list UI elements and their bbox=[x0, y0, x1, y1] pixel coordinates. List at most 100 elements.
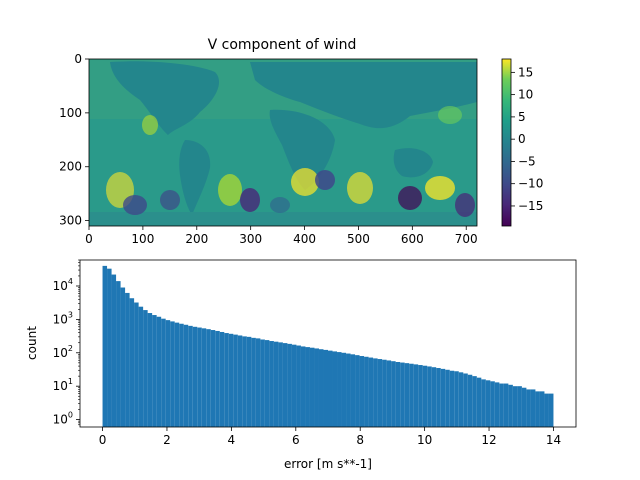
histogram-bar bbox=[427, 366, 432, 427]
histogram-bar bbox=[224, 333, 229, 427]
histogram-bar bbox=[422, 365, 428, 427]
histogram-x-tick-label: 10 bbox=[417, 433, 432, 447]
histogram-bar bbox=[287, 343, 292, 427]
heatmap-eddy bbox=[315, 170, 335, 190]
histogram-bar bbox=[548, 393, 554, 427]
histogram-y-tick-label: 100 bbox=[53, 411, 73, 427]
histogram-bar bbox=[530, 389, 536, 427]
heatmap-eddy bbox=[291, 168, 319, 196]
histogram-y-ticks: 100 101 102 103 104 bbox=[53, 259, 80, 427]
histogram-bar bbox=[526, 389, 531, 427]
histogram-bar bbox=[494, 382, 500, 427]
histogram-bar bbox=[463, 373, 468, 427]
histogram-bar bbox=[400, 362, 405, 427]
histogram-bar bbox=[260, 339, 265, 427]
heatmap-x-tick-label: 300 bbox=[239, 232, 262, 246]
histogram-bar bbox=[449, 370, 455, 427]
histogram-bar bbox=[242, 336, 247, 427]
histogram-bar bbox=[544, 393, 549, 427]
histogram-bar bbox=[129, 298, 135, 427]
histogram-bar bbox=[278, 342, 283, 427]
colorbar-tick-label: 10 bbox=[518, 88, 533, 102]
histogram-bar bbox=[206, 329, 211, 427]
heatmap-eddy bbox=[123, 195, 147, 215]
heatmap-land-south-america bbox=[179, 140, 211, 215]
histogram-bar bbox=[152, 315, 157, 427]
heatmap-x-ticks: 0 100 200 300 400 500 600 700 bbox=[85, 226, 478, 246]
heatmap-eddy bbox=[270, 197, 290, 213]
histogram-bar bbox=[314, 348, 319, 427]
histogram-bar bbox=[440, 368, 446, 427]
histogram-bar bbox=[445, 369, 450, 427]
heatmap-x-tick-label: 200 bbox=[185, 232, 208, 246]
colorbar-tick-label: 0 bbox=[518, 132, 526, 146]
histogram-bar bbox=[111, 274, 117, 427]
heatmap-y-tick-label: 300 bbox=[59, 214, 82, 228]
histogram-bar bbox=[179, 323, 184, 427]
histogram-bar bbox=[174, 322, 180, 427]
histogram-bar bbox=[476, 377, 482, 427]
histogram-bar bbox=[228, 333, 234, 427]
histogram-bar bbox=[350, 354, 356, 427]
histogram-bar bbox=[305, 347, 310, 427]
histogram-bar bbox=[201, 328, 207, 427]
histogram-bar bbox=[517, 386, 522, 427]
histogram-bar bbox=[318, 349, 324, 427]
histogram-bar bbox=[431, 367, 437, 427]
histogram-bar bbox=[183, 324, 189, 427]
heatmap-eddy bbox=[398, 186, 422, 210]
histogram-bar bbox=[436, 368, 441, 427]
heatmap-eddy bbox=[455, 193, 475, 217]
heatmap-y-tick-label: 200 bbox=[59, 160, 82, 174]
histogram-y-tick-label: 102 bbox=[53, 344, 73, 360]
histogram-bar bbox=[503, 383, 509, 427]
histogram-bar bbox=[138, 306, 144, 427]
colorbar-tick-label: 15 bbox=[518, 65, 533, 79]
histogram-bar bbox=[237, 335, 243, 427]
histogram-bar bbox=[309, 347, 315, 427]
histogram-bar bbox=[107, 268, 112, 427]
histogram-bar bbox=[291, 344, 297, 427]
histogram-bar bbox=[382, 359, 387, 427]
heatmap-eddy bbox=[438, 106, 462, 124]
histogram-bar bbox=[120, 287, 126, 427]
histogram-bar bbox=[404, 363, 410, 427]
colorbar-tick-label: −15 bbox=[518, 199, 543, 213]
histogram-bar bbox=[364, 356, 369, 427]
histogram-y-tick-label: 104 bbox=[53, 277, 73, 293]
histogram-bar bbox=[355, 355, 360, 427]
colorbar-tick-label: 5 bbox=[518, 110, 526, 124]
histogram-x-label: error [m s**-1] bbox=[284, 457, 372, 471]
histogram-bar bbox=[535, 391, 540, 427]
histogram-y-tick-label: 103 bbox=[53, 310, 73, 326]
histogram-bar bbox=[188, 325, 193, 427]
histogram-bar bbox=[359, 356, 365, 427]
histogram-bar bbox=[337, 352, 342, 427]
histogram-frame bbox=[79, 259, 577, 428]
histogram-y-tick-label: 101 bbox=[53, 377, 73, 393]
heatmap-land-australia bbox=[393, 148, 433, 178]
histogram-bar bbox=[219, 331, 225, 427]
histogram-x-tick-label: 14 bbox=[546, 433, 561, 447]
histogram-panel: 0 2 4 6 8 10 12 14 100 101 102 103 104 error [m s**… bbox=[25, 259, 577, 471]
histogram-bar bbox=[161, 318, 166, 427]
heatmap-frame bbox=[88, 58, 478, 227]
histogram-bar bbox=[413, 364, 419, 427]
histogram-bar bbox=[485, 380, 491, 427]
histogram-bar bbox=[341, 352, 347, 427]
histogram-bar bbox=[377, 359, 383, 427]
histogram-bar bbox=[246, 336, 252, 427]
histogram-x-tick-label: 8 bbox=[356, 433, 364, 447]
histogram-bar bbox=[328, 350, 333, 427]
heatmap-x-tick-label: 500 bbox=[347, 232, 370, 246]
histogram-bar bbox=[454, 371, 459, 427]
histogram-bar bbox=[233, 334, 238, 427]
colorbar bbox=[501, 58, 512, 227]
heatmap-x-tick-label: 0 bbox=[85, 232, 93, 246]
histogram-bar bbox=[332, 351, 338, 427]
colorbar-ticks: 15 10 5 0 −5 −10 −15 bbox=[511, 65, 543, 213]
histogram-bar bbox=[282, 343, 288, 427]
histogram-bar bbox=[125, 292, 130, 427]
histogram-bar bbox=[192, 326, 198, 427]
histogram-bar bbox=[467, 374, 473, 427]
